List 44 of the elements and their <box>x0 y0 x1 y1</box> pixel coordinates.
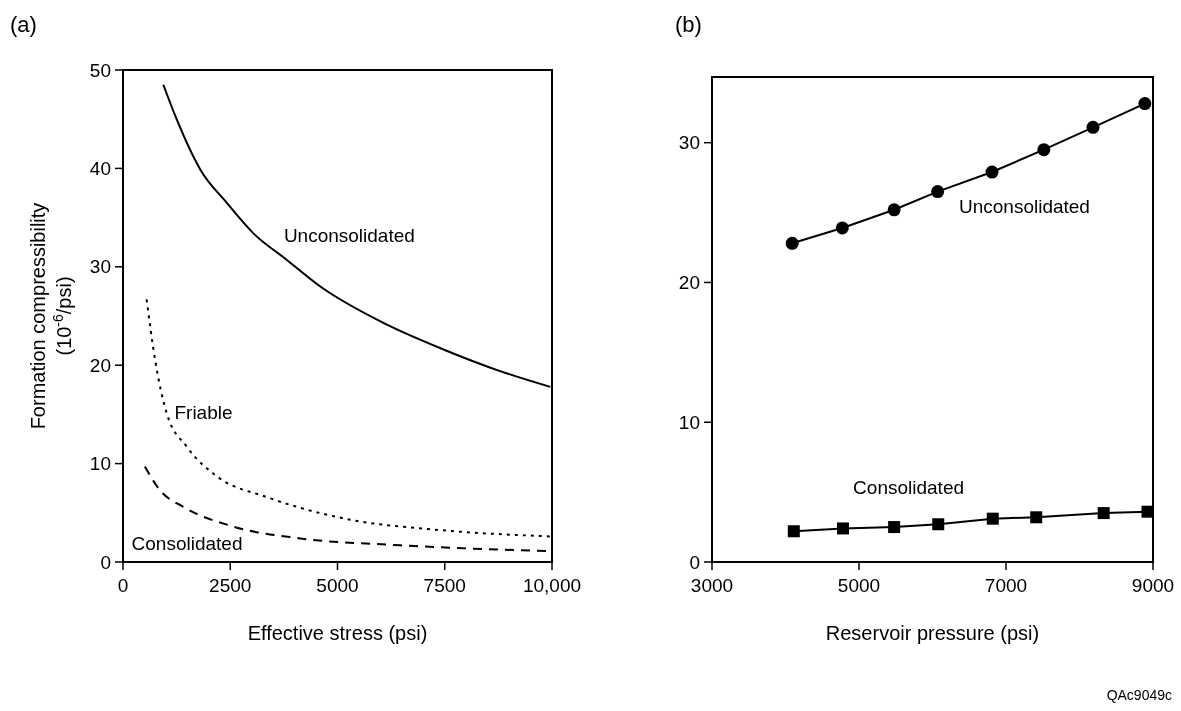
y-tick-label: 50 <box>89 59 111 81</box>
point <box>1097 507 1110 520</box>
series-label: Unconsolidated <box>958 195 1090 217</box>
chart-title: (a) <box>10 12 37 37</box>
x-tick-label: 3000 <box>690 575 734 596</box>
y-tick-label: 20 <box>89 354 111 376</box>
point <box>985 165 999 179</box>
series-label: Consolidated <box>853 477 965 499</box>
x-tick-label: 5000 <box>837 575 881 596</box>
point <box>888 521 901 534</box>
text: QAc9049c <box>1106 687 1172 703</box>
chart-title: (b) <box>675 12 702 37</box>
point <box>1037 143 1051 157</box>
y-tick-label: 30 <box>678 132 700 154</box>
series-label: Friable <box>174 402 233 424</box>
x-tick-label: 2500 <box>209 575 252 596</box>
point <box>836 522 849 535</box>
x-axis-title: Effective stress (psi) <box>247 622 428 644</box>
point <box>1138 97 1152 111</box>
point <box>986 512 999 525</box>
y-tick-label: 0 <box>689 551 700 573</box>
y-tick-label: 40 <box>89 158 111 180</box>
x-axis-title: Reservoir pressure (psi) <box>825 622 1040 644</box>
y-tick-label: 20 <box>678 272 700 294</box>
point <box>835 221 849 235</box>
point <box>932 518 945 531</box>
y-tick-label: 10 <box>89 453 111 475</box>
y-tick-label: 0 <box>100 551 111 573</box>
x-tick-label: 10,000 <box>522 575 582 596</box>
point <box>1030 511 1043 524</box>
point <box>931 185 945 199</box>
point <box>787 525 800 538</box>
y-tick-label: 30 <box>89 256 111 278</box>
point <box>785 236 799 250</box>
point <box>887 203 901 217</box>
series-label: Consolidated <box>131 532 243 554</box>
series-label: Unconsolidated <box>283 225 415 247</box>
point <box>1086 120 1100 134</box>
x-tick-label: 5000 <box>316 575 359 596</box>
x-tick-label: 9000 <box>1131 575 1175 596</box>
x-tick-label: 7500 <box>423 575 466 596</box>
y-tick-label: 10 <box>678 411 700 433</box>
x-tick-label: 0 <box>117 575 129 596</box>
x-tick-label: 7000 <box>984 575 1028 596</box>
